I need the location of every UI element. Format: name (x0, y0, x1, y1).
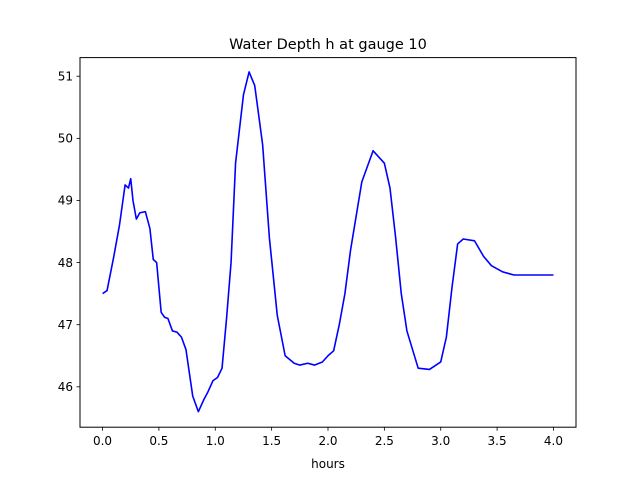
y-tick-label: 47 (58, 318, 73, 332)
x-tick-label: 1.0 (206, 434, 225, 448)
y-tick-label: 49 (58, 194, 73, 208)
chart-title: Water Depth h at gauge 10 (229, 37, 427, 53)
y-axis-ticks: 46 47 48 49 50 51 (58, 69, 80, 394)
series-line-0 (102, 71, 554, 413)
x-tick-label: 2.0 (318, 434, 337, 448)
series-layer (102, 71, 554, 413)
x-axis-ticks: 0.0 0.5 1.0 1.5 2.0 2.5 3.0 3.5 4.0 (93, 427, 563, 448)
x-tick-label: 0.5 (149, 434, 168, 448)
y-tick-label: 51 (58, 69, 73, 83)
y-tick-label: 50 (58, 132, 73, 146)
plot-area (80, 57, 576, 428)
x-axis-label: hours (311, 457, 345, 471)
x-tick-label: 2.5 (375, 434, 394, 448)
y-tick-label: 46 (58, 380, 73, 394)
y-tick-label: 48 (58, 256, 73, 270)
x-tick-label: 4.0 (544, 434, 563, 448)
x-tick-label: 0.0 (93, 434, 112, 448)
x-tick-label: 1.5 (262, 434, 281, 448)
x-tick-label: 3.0 (431, 434, 450, 448)
x-tick-label: 3.5 (488, 434, 507, 448)
